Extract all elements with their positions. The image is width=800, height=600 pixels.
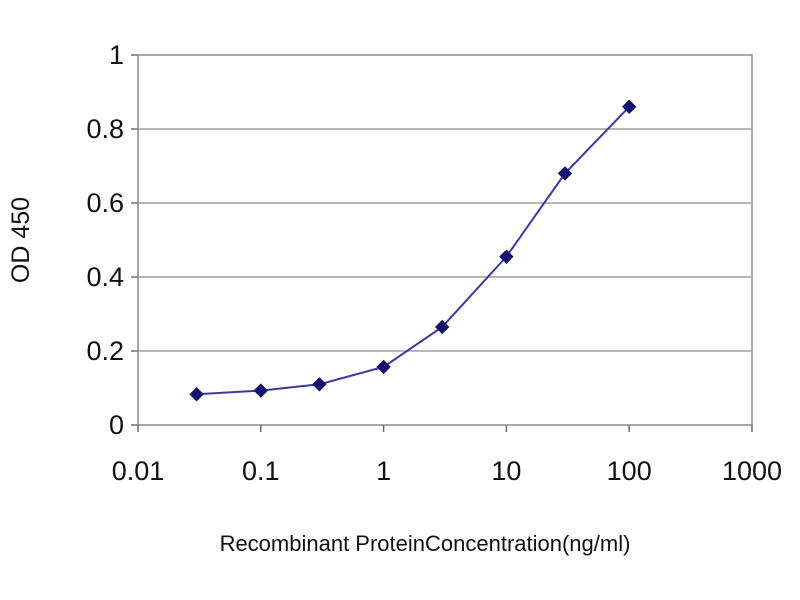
- x-tick-label: 10: [491, 456, 521, 486]
- data-point: [189, 387, 204, 402]
- y-tick-label: 1: [109, 40, 124, 70]
- x-axis-title: Recombinant ProteinConcentration(ng/ml): [220, 531, 631, 556]
- x-tick-label: 100: [607, 456, 652, 486]
- x-tick-label: 1000: [722, 456, 782, 486]
- x-tick-label: 0.01: [112, 456, 165, 486]
- data-point: [557, 166, 573, 181]
- x-tick-label: 1: [376, 456, 391, 486]
- x-tick-label: 0.1: [242, 456, 280, 486]
- data-point: [499, 249, 514, 264]
- data-point: [376, 359, 391, 375]
- y-tick-label: 0.2: [86, 336, 124, 366]
- y-tick-label: 0: [109, 410, 124, 440]
- series-layer: [189, 99, 637, 402]
- y-tick-label: 0.4: [86, 262, 124, 292]
- data-point: [312, 377, 327, 392]
- plot-area: [137, 54, 753, 426]
- x-axis-ticks: 0.01 0.1 1 10 100 1000: [112, 425, 782, 486]
- y-tick-label: 0.6: [86, 188, 124, 218]
- plot-frame: [137, 54, 753, 426]
- series-line: [196, 106, 630, 396]
- data-point: [434, 319, 450, 335]
- y-axis-title: OD 450: [7, 197, 35, 283]
- y-tick-label: 0.8: [86, 114, 124, 144]
- data-point: [253, 383, 269, 398]
- data-point: [621, 99, 637, 115]
- y-axis-ticks: 0 0.2 0.4 0.6 0.8 1: [86, 40, 138, 440]
